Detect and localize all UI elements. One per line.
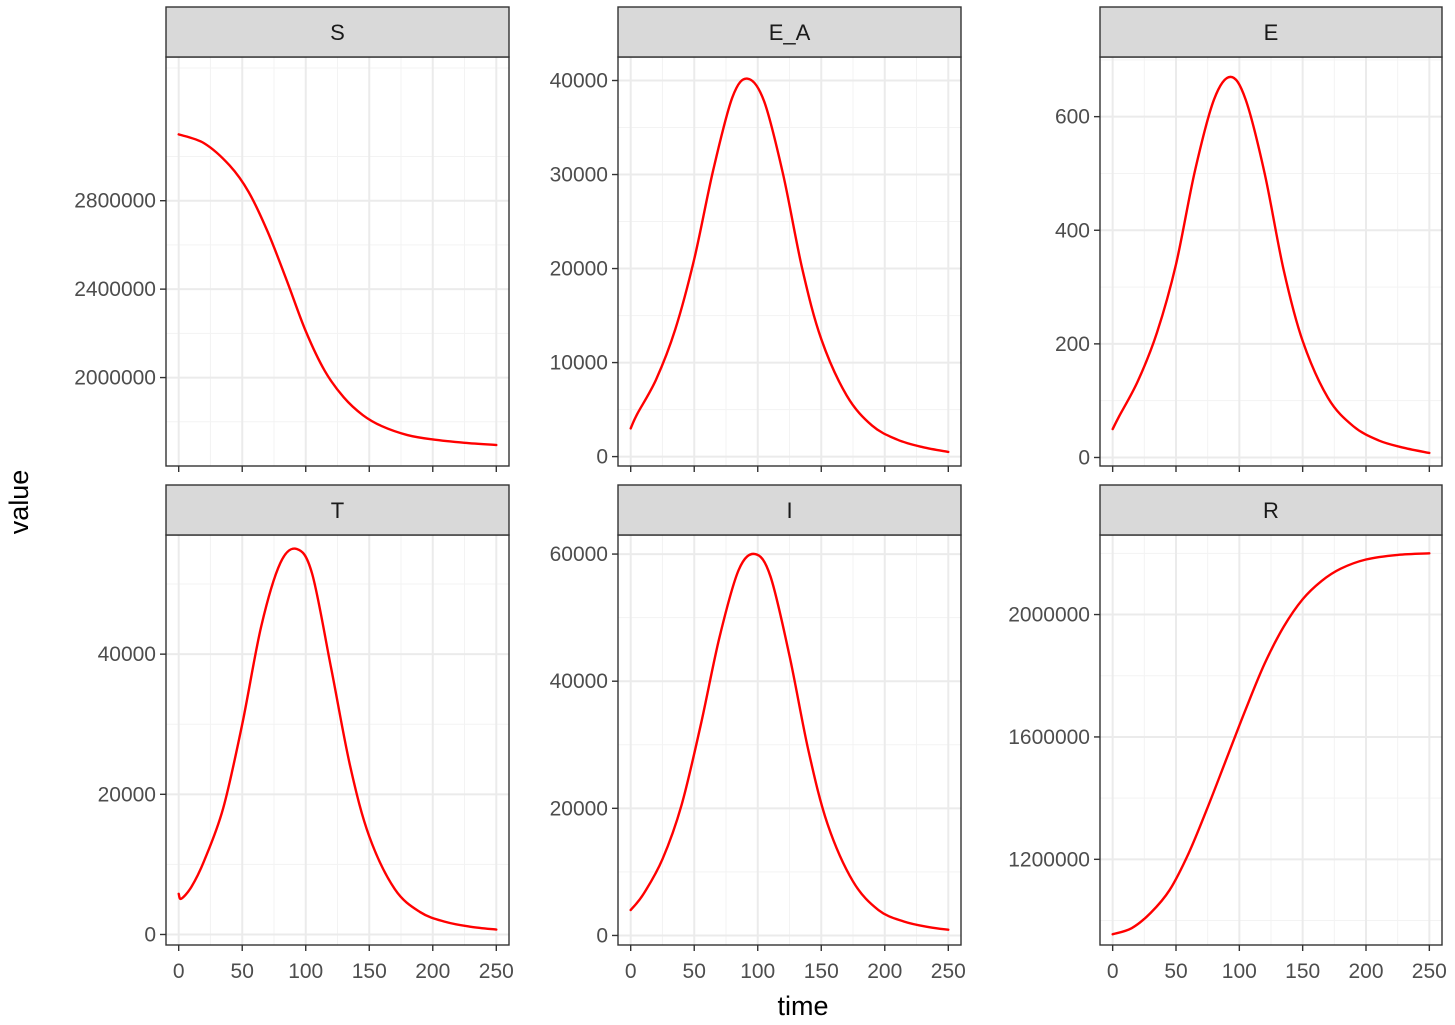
facet-e: E 0 200 400 600 xyxy=(1055,6,1443,472)
y-tick-label: 2000000 xyxy=(74,367,156,390)
x-tick-label: 50 xyxy=(683,960,706,983)
y-tick-label: 20000 xyxy=(550,258,608,281)
facet-e-a: E_A 0 10000 20000 30000 40000 xyxy=(550,6,962,472)
facet-strip-label: T xyxy=(331,498,344,523)
facet-strip xyxy=(617,6,962,58)
facet-i: I 0 20000 40000 60000 0 50 100 150 200 250 xyxy=(550,484,966,983)
facet-strip-label: I xyxy=(786,498,792,523)
x-tick-label: 150 xyxy=(352,960,387,983)
x-tick-label: 150 xyxy=(804,960,839,983)
y-tick-label: 0 xyxy=(596,924,608,947)
series-line-t xyxy=(177,547,498,931)
y-tick-label: 600 xyxy=(1055,106,1090,129)
y-tick-label: 1600000 xyxy=(1008,726,1090,749)
facet-t: T 0 20000 40000 0 50 100 150 200 250 xyxy=(98,484,514,983)
y-tick-label: 20000 xyxy=(550,797,608,820)
x-tick-label: 250 xyxy=(931,960,966,983)
y-tick-label: 40000 xyxy=(550,70,608,93)
facet-strip-label: E_A xyxy=(769,20,811,45)
y-axis-title: value xyxy=(4,470,34,535)
y-tick-label: 40000 xyxy=(98,643,156,666)
series-line-s xyxy=(177,133,498,447)
y-tick-label: 10000 xyxy=(550,352,608,375)
series-line-r xyxy=(1111,552,1431,936)
x-tick-label: 50 xyxy=(231,960,254,983)
y-tick-label: 40000 xyxy=(550,670,608,693)
y-tick-label: 1200000 xyxy=(1008,848,1090,871)
y-tick-label: 0 xyxy=(596,446,608,469)
facet-s: S 2000000 2400000 2800000 xyxy=(74,6,510,472)
x-tick-label: 250 xyxy=(1412,960,1447,983)
series-line-i xyxy=(629,552,950,931)
y-tick-label: 2000000 xyxy=(1008,604,1090,627)
x-tick-label: 150 xyxy=(1285,960,1320,983)
x-tick-label: 100 xyxy=(1222,960,1257,983)
facet-strip xyxy=(165,6,510,58)
y-tick-label: 0 xyxy=(144,923,156,946)
y-tick-label: 60000 xyxy=(550,543,608,566)
facet-strip-label: E xyxy=(1264,20,1279,45)
series-line-e-a xyxy=(629,77,950,454)
x-tick-label: 100 xyxy=(288,960,323,983)
facet-strip-label: S xyxy=(330,20,345,45)
facet-strip xyxy=(165,484,510,536)
facet-strip xyxy=(617,484,962,536)
series-line-e xyxy=(1111,75,1431,455)
facet-strip xyxy=(1099,484,1443,536)
y-tick-label: 2400000 xyxy=(74,278,156,301)
x-tick-label: 100 xyxy=(740,960,775,983)
y-tick-label: 200 xyxy=(1055,333,1090,356)
x-tick-label: 50 xyxy=(1164,960,1187,983)
y-tick-label: 2800000 xyxy=(74,190,156,213)
facet-strip-label: R xyxy=(1263,498,1279,523)
facet-r: R 1200000 1600000 2000000 0 50 100 150 200 250 xyxy=(1008,484,1447,983)
x-tick-label: 200 xyxy=(1348,960,1383,983)
x-axis-title: time xyxy=(777,991,828,1021)
x-tick-label: 0 xyxy=(1107,960,1119,983)
y-tick-label: 20000 xyxy=(98,783,156,806)
x-tick-label: 250 xyxy=(479,960,514,983)
x-tick-label: 200 xyxy=(867,960,902,983)
x-tick-label: 200 xyxy=(415,960,450,983)
facet-strip xyxy=(1099,6,1443,58)
x-tick-label: 0 xyxy=(625,960,637,983)
y-tick-label: 0 xyxy=(1078,446,1090,469)
y-tick-label: 30000 xyxy=(550,164,608,187)
x-tick-label: 0 xyxy=(173,960,185,983)
y-tick-label: 400 xyxy=(1055,219,1090,242)
